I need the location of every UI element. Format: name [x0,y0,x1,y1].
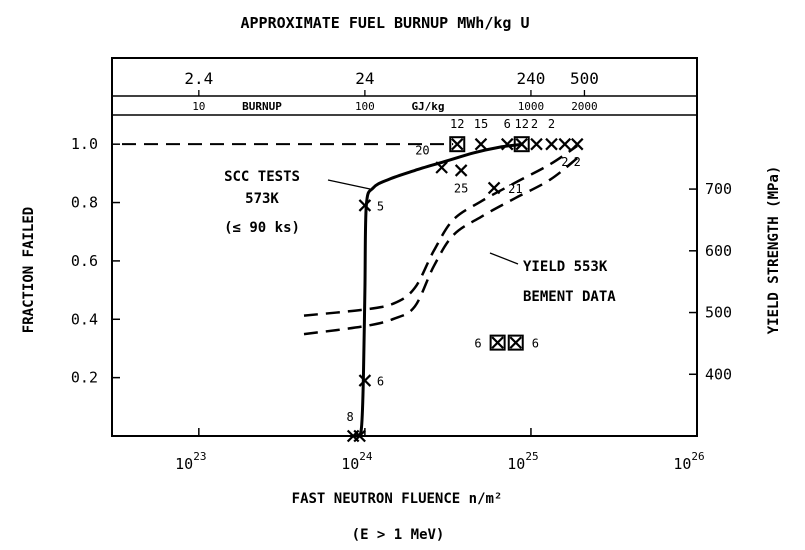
point-label-13: 2 [561,155,568,169]
yield-lower-line [303,157,578,336]
top-tick-label-2: 240 [516,69,545,88]
scc-label-pointer [327,179,371,190]
data-point-4 [435,161,448,174]
burnup-tick-label-1: 100 [355,100,375,113]
y2-axis-label: YIELD STRENGTH (MPa) [766,166,782,335]
x-axis-label: FAST NEUTRON FLUENCE n/m² [292,491,503,507]
data-point-10 [513,136,530,153]
data-point-13 [558,137,572,151]
y2-tick-label-2: 600 [705,242,732,260]
burnup-tick-label-2: 1000 [518,100,545,113]
data-point-5 [454,164,468,177]
data-point-8 [474,137,488,151]
scc-label-2: 573K [245,191,279,207]
burnup-band-label: BURNUP [242,100,282,113]
data-point-11 [530,137,543,151]
point-label-9: 6 [504,117,511,131]
y-tick-label-1: 0.4 [71,310,98,328]
scc-label-3: (≤ 90 ks) [224,220,300,236]
y2-tick-label-0: 400 [705,365,732,383]
x-tick-label-3: 1026 [673,450,704,473]
y2-tick-label-1: 500 [705,304,732,322]
data-point-9 [500,137,514,151]
top-axis-title: APPROXIMATE FUEL BURNUP MWh/kg U [241,14,530,32]
point-label-8: 15 [474,117,488,131]
yield-label-2: BEMENT DATA [523,289,616,305]
x-tick-label-0: 1023 [175,450,206,473]
point-label-6: 21 [508,182,522,196]
point-label-16: 6 [532,337,539,351]
point-label-2: 6 [377,375,384,389]
x-tick-label-1: 1024 [341,450,373,473]
data-point-14 [570,137,584,151]
data-point-7 [449,136,466,153]
point-label-4: 20 [415,144,429,158]
data-point-1 [353,429,366,443]
top-tick-label-1: 24 [355,69,374,88]
plot-frame [111,57,698,437]
y-axis-label: FRACTION FAILED [21,207,37,333]
data-point-15 [489,334,506,351]
point-label-7: 12 [450,117,464,131]
yield-label-pointer [489,252,519,265]
point-label-14: 2 [574,155,581,169]
y-tick-label-3: 0.8 [71,194,98,212]
data-point-6 [487,181,501,195]
data-point-2 [358,374,372,387]
yield-label-1: YIELD 553K [523,259,608,275]
data-point-3 [358,199,372,212]
x-axis-sublabel: (E > 1 MeV) [352,527,445,543]
point-label-11: 2 [531,117,538,131]
point-label-12: 2 [548,117,555,131]
top-tick-label-0: 2.4 [184,69,213,88]
yield-upper-line [303,144,578,317]
y2-tick-label-3: 700 [705,180,732,198]
scc-curve [354,142,524,438]
point-label-10: 12 [514,117,528,131]
scc-label-1: SCC TESTS [224,169,300,185]
point-label-15: 6 [474,337,481,351]
burnup-tick-label-0: 10 [192,100,205,113]
data-point-12 [545,137,558,151]
point-label-3: 5 [377,199,384,213]
y-tick-label-0: 0.2 [71,369,98,387]
data-point-16 [507,334,524,351]
burnup-band-unit: GJ/kg [411,100,444,113]
point-label-0: 8 [347,410,354,424]
y-tick-label-2: 0.6 [71,252,98,270]
burnup-tick-label-3: 2000 [571,100,598,113]
x-tick-label-2: 1025 [507,450,538,473]
top-tick-label-3: 500 [570,69,599,88]
point-label-5: 25 [454,181,468,195]
y-tick-label-4: 1.0 [71,135,98,153]
